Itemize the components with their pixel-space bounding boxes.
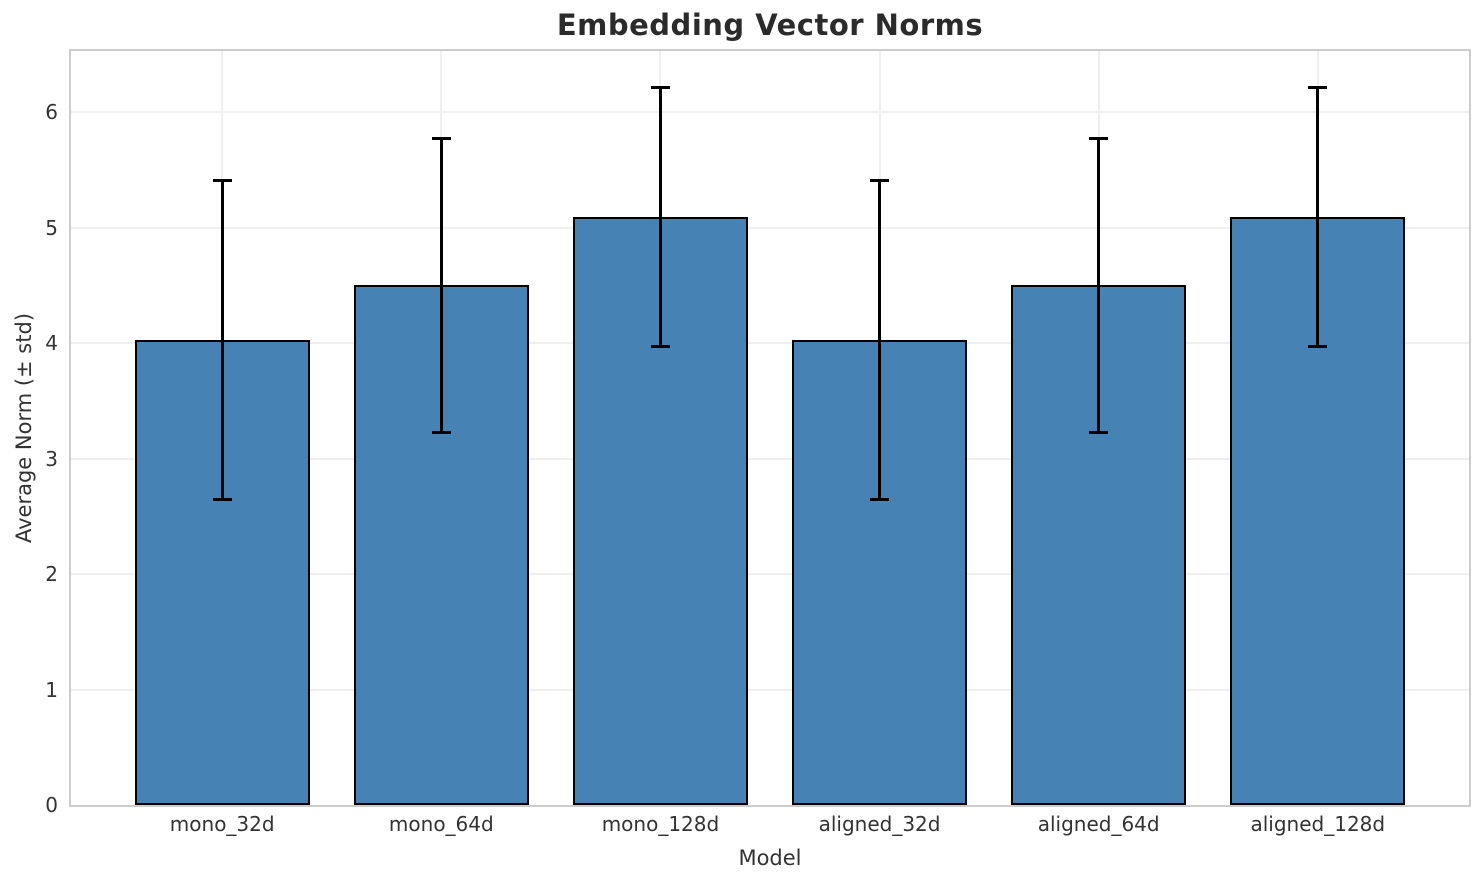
error-cap-mono_64d: [431, 137, 451, 141]
y-tick-label: 3: [45, 446, 58, 471]
error-bar-mono_64d: [439, 138, 443, 433]
error-bar-mono_128d: [658, 87, 662, 347]
error-cap-mono_128d: [650, 345, 670, 349]
y-tick-label: 5: [45, 215, 58, 240]
error-cap-aligned_32d: [870, 497, 890, 501]
y-tick-label: 4: [45, 331, 58, 356]
x-tick-label-aligned_128d: aligned_128d: [1250, 812, 1386, 836]
y-tick-label: 0: [45, 793, 58, 817]
x-tick-label-mono_128d: mono_128d: [601, 812, 720, 836]
gridline-y-3: [71, 457, 1469, 460]
error-bar-aligned_64d: [1097, 138, 1101, 433]
error-bar-aligned_128d: [1316, 87, 1320, 347]
error-cap-mono_32d: [212, 178, 232, 182]
gridline-y-2: [71, 573, 1469, 576]
error-cap-aligned_128d: [1308, 345, 1328, 349]
x-tick-label-mono_32d: mono_32d: [169, 812, 275, 836]
bar-aligned_128d: [1230, 217, 1406, 805]
error-cap-aligned_64d: [1089, 430, 1109, 434]
error-cap-mono_32d: [212, 497, 232, 501]
gridline-y-4: [71, 342, 1469, 345]
gridline-y-5: [71, 226, 1469, 229]
chart-title: Embedding Vector Norms: [556, 8, 984, 42]
x-axis-label: Model: [738, 846, 802, 870]
error-bar-aligned_32d: [878, 180, 882, 499]
error-cap-aligned_128d: [1308, 86, 1328, 90]
gridline-y-1: [71, 688, 1469, 691]
x-tick-label-aligned_64d: aligned_64d: [1037, 812, 1160, 836]
x-tick-label-mono_64d: mono_64d: [388, 812, 494, 836]
x-tick-label-aligned_32d: aligned_32d: [818, 812, 941, 836]
error-cap-aligned_32d: [870, 178, 890, 182]
y-tick-label: 2: [45, 562, 58, 587]
bar-aligned_32d: [791, 339, 968, 805]
y-tick-label: 6: [45, 100, 58, 125]
plot-area: [69, 49, 1471, 807]
y-tick-label: 1: [45, 677, 58, 702]
error-cap-mono_128d: [650, 86, 670, 90]
error-bar-mono_32d: [220, 180, 224, 499]
error-cap-aligned_64d: [1089, 137, 1109, 141]
error-cap-mono_64d: [431, 430, 451, 434]
gridline-y-6: [71, 111, 1469, 114]
